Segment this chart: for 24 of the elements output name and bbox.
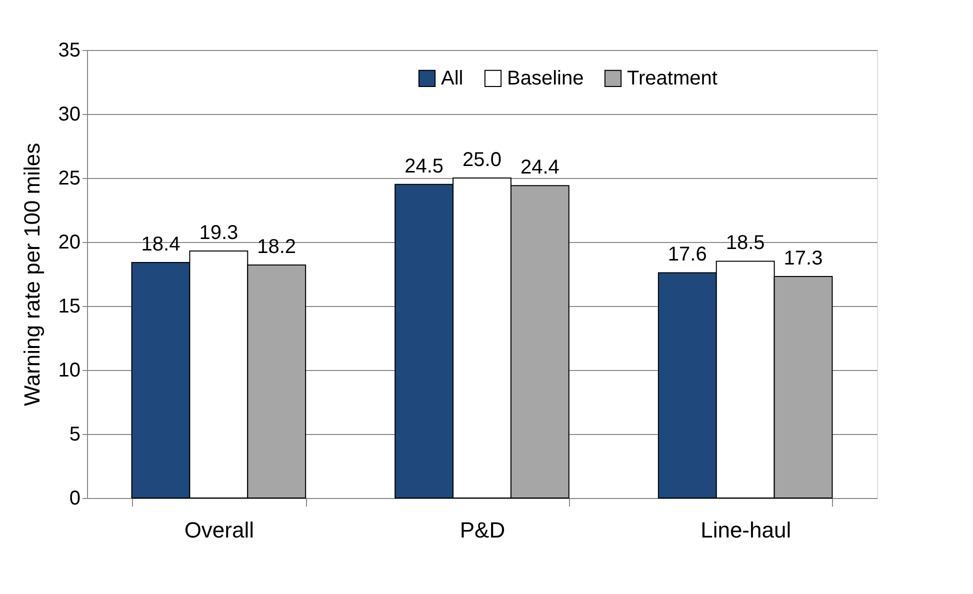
- data-label: 24.5: [404, 155, 444, 178]
- y-tick-label: 25: [58, 168, 80, 190]
- data-label: 18.5: [726, 232, 765, 254]
- data-label: 25.0: [462, 149, 502, 171]
- data-label: 24.4: [520, 156, 560, 179]
- y-tick-label: 10: [58, 360, 80, 382]
- y-tick-label: 35: [58, 40, 80, 62]
- data-label: 18.4: [141, 233, 180, 256]
- y-axis-title: Warning rate per 100 miles: [19, 142, 44, 406]
- data-label: 17.6: [668, 244, 707, 266]
- y-tick-label: 15: [58, 296, 80, 318]
- y-tick-label: 0: [69, 488, 80, 510]
- x-tick-label: Line-haul: [700, 518, 792, 542]
- data-label: 19.3: [199, 222, 238, 244]
- y-tick-label: 5: [69, 424, 80, 446]
- y-tick-label: 20: [58, 232, 80, 254]
- legend-label: All: [441, 67, 464, 90]
- data-label: 18.2: [257, 236, 296, 258]
- legend-label: Baseline: [507, 67, 584, 90]
- x-tick-label: Overall: [184, 518, 254, 542]
- y-tick-label: 30: [58, 104, 80, 126]
- x-tick-label: P&D: [460, 518, 506, 542]
- legend-label: Treatment: [627, 67, 718, 90]
- data-label: 17.3: [784, 248, 823, 270]
